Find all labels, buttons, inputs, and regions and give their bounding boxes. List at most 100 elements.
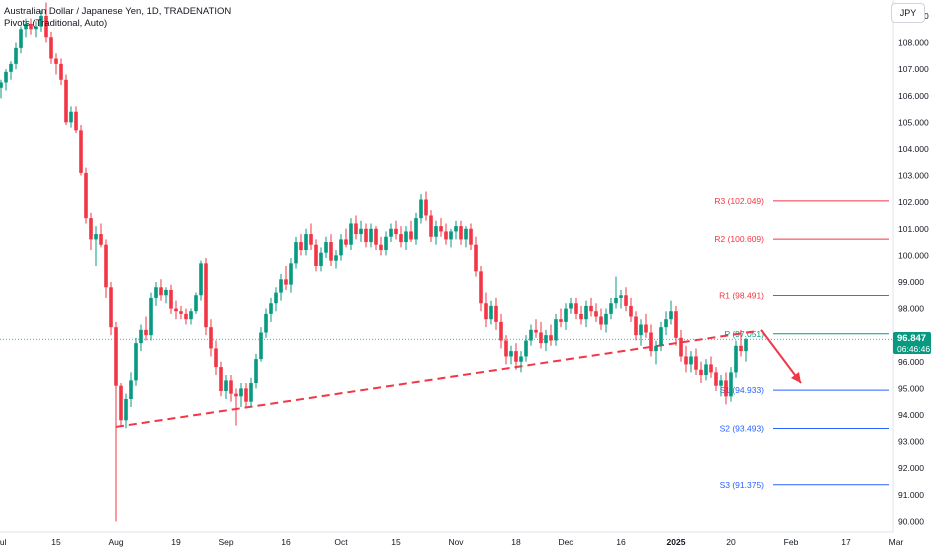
price-tick-label: 96.000 (898, 357, 924, 367)
time-tick-label: Feb (784, 537, 799, 547)
candle-body (24, 23, 28, 30)
candle-body (404, 231, 408, 243)
time-tick-label: Sep (218, 537, 233, 547)
candle (309, 223, 313, 251)
candle (569, 297, 573, 314)
candle-body (229, 380, 233, 394)
candle-body (664, 319, 668, 328)
candle-body (49, 37, 53, 59)
candle (0, 79, 3, 99)
candle-body (29, 23, 33, 30)
indicator-label[interactable]: Pivots (Traditional, Auto) (4, 18, 108, 29)
candle (674, 305, 678, 346)
price-tick-label: 103.000 (898, 171, 929, 181)
candle-body (204, 263, 208, 328)
candle-body (669, 311, 673, 320)
candle-body (34, 26, 38, 30)
candle-body (464, 228, 468, 240)
currency-button[interactable]: JPY (891, 3, 925, 23)
candle-body (599, 316, 603, 325)
symbol-title[interactable]: Australian Dollar / Japanese Yen, 1D, TR… (4, 6, 232, 17)
candle-body (344, 239, 348, 245)
candle (314, 239, 318, 272)
candle-body (4, 71, 8, 83)
candle-body (439, 226, 443, 232)
pivot-label: S2 (93.493) (720, 423, 765, 433)
candle (394, 220, 398, 240)
candle (139, 324, 143, 352)
candle (659, 321, 663, 352)
candle (724, 372, 728, 405)
candle-body (479, 271, 483, 304)
candle-body (74, 111, 78, 131)
candle-body (709, 364, 713, 373)
candle (399, 226, 403, 248)
candle (414, 212, 418, 245)
pivot-label: R2 (100.609) (714, 234, 764, 244)
candle-body (429, 215, 433, 237)
candle-body (219, 367, 223, 392)
time-tick-label: Dec (558, 537, 574, 547)
candle (699, 361, 703, 384)
price-tick-label: 107.000 (898, 64, 929, 74)
last-price-tag: 96.847 06:46:46 (893, 332, 931, 354)
candle-body (114, 327, 118, 386)
candle-body (679, 337, 683, 357)
forecast-arrow-shaft[interactable] (760, 329, 802, 384)
candle (544, 329, 548, 352)
candle-body (134, 343, 138, 381)
candle (444, 223, 448, 245)
candle (359, 220, 363, 243)
candle-body (559, 319, 563, 322)
candle-body (109, 287, 113, 328)
candle (109, 281, 113, 336)
candle-body (84, 172, 88, 219)
candle (254, 353, 258, 389)
candle (369, 223, 373, 248)
candle (734, 340, 738, 378)
candle-body (734, 345, 738, 373)
forecast-arrow-group[interactable] (760, 329, 802, 384)
time-axis[interactable]: Jul 15 Aug 19 Sep 16 Oct 15 Nov 18 Dec 16 2025 20 Feb 1… (0, 537, 903, 547)
candle-body (244, 388, 248, 402)
candle (729, 367, 733, 402)
candle-body (274, 292, 278, 304)
candle-body (499, 321, 503, 341)
candle (439, 218, 443, 237)
forecast-arrow-head[interactable] (790, 372, 801, 384)
candle-body (569, 303, 573, 309)
candle (124, 393, 128, 429)
candle (19, 26, 23, 54)
candle-body (729, 372, 733, 397)
candle-body (534, 329, 538, 333)
candle (519, 351, 523, 373)
candle (319, 247, 323, 272)
time-tick-label: Oct (334, 537, 348, 547)
price-tick-label: 101.000 (898, 224, 929, 234)
candle-body (469, 228, 473, 245)
candle-body (279, 279, 283, 293)
candle (259, 327, 263, 362)
candle-body (334, 255, 338, 261)
candle (29, 18, 33, 35)
candle-body (739, 345, 743, 352)
candle-body (524, 340, 528, 357)
price-tick-label: 102.000 (898, 197, 929, 207)
candle (59, 58, 63, 86)
candle (179, 305, 183, 320)
candle-body (69, 111, 73, 123)
candle (489, 300, 493, 325)
candle-body (414, 218, 418, 240)
candle-body (629, 305, 633, 317)
candle (304, 228, 308, 256)
candle (129, 372, 133, 407)
price-tick-label: 90.000 (898, 516, 924, 526)
candle-body (504, 340, 508, 357)
candle (494, 297, 498, 330)
candle (709, 356, 713, 378)
candle-body (409, 231, 413, 240)
candle (214, 340, 218, 376)
candle-body (14, 47, 18, 64)
